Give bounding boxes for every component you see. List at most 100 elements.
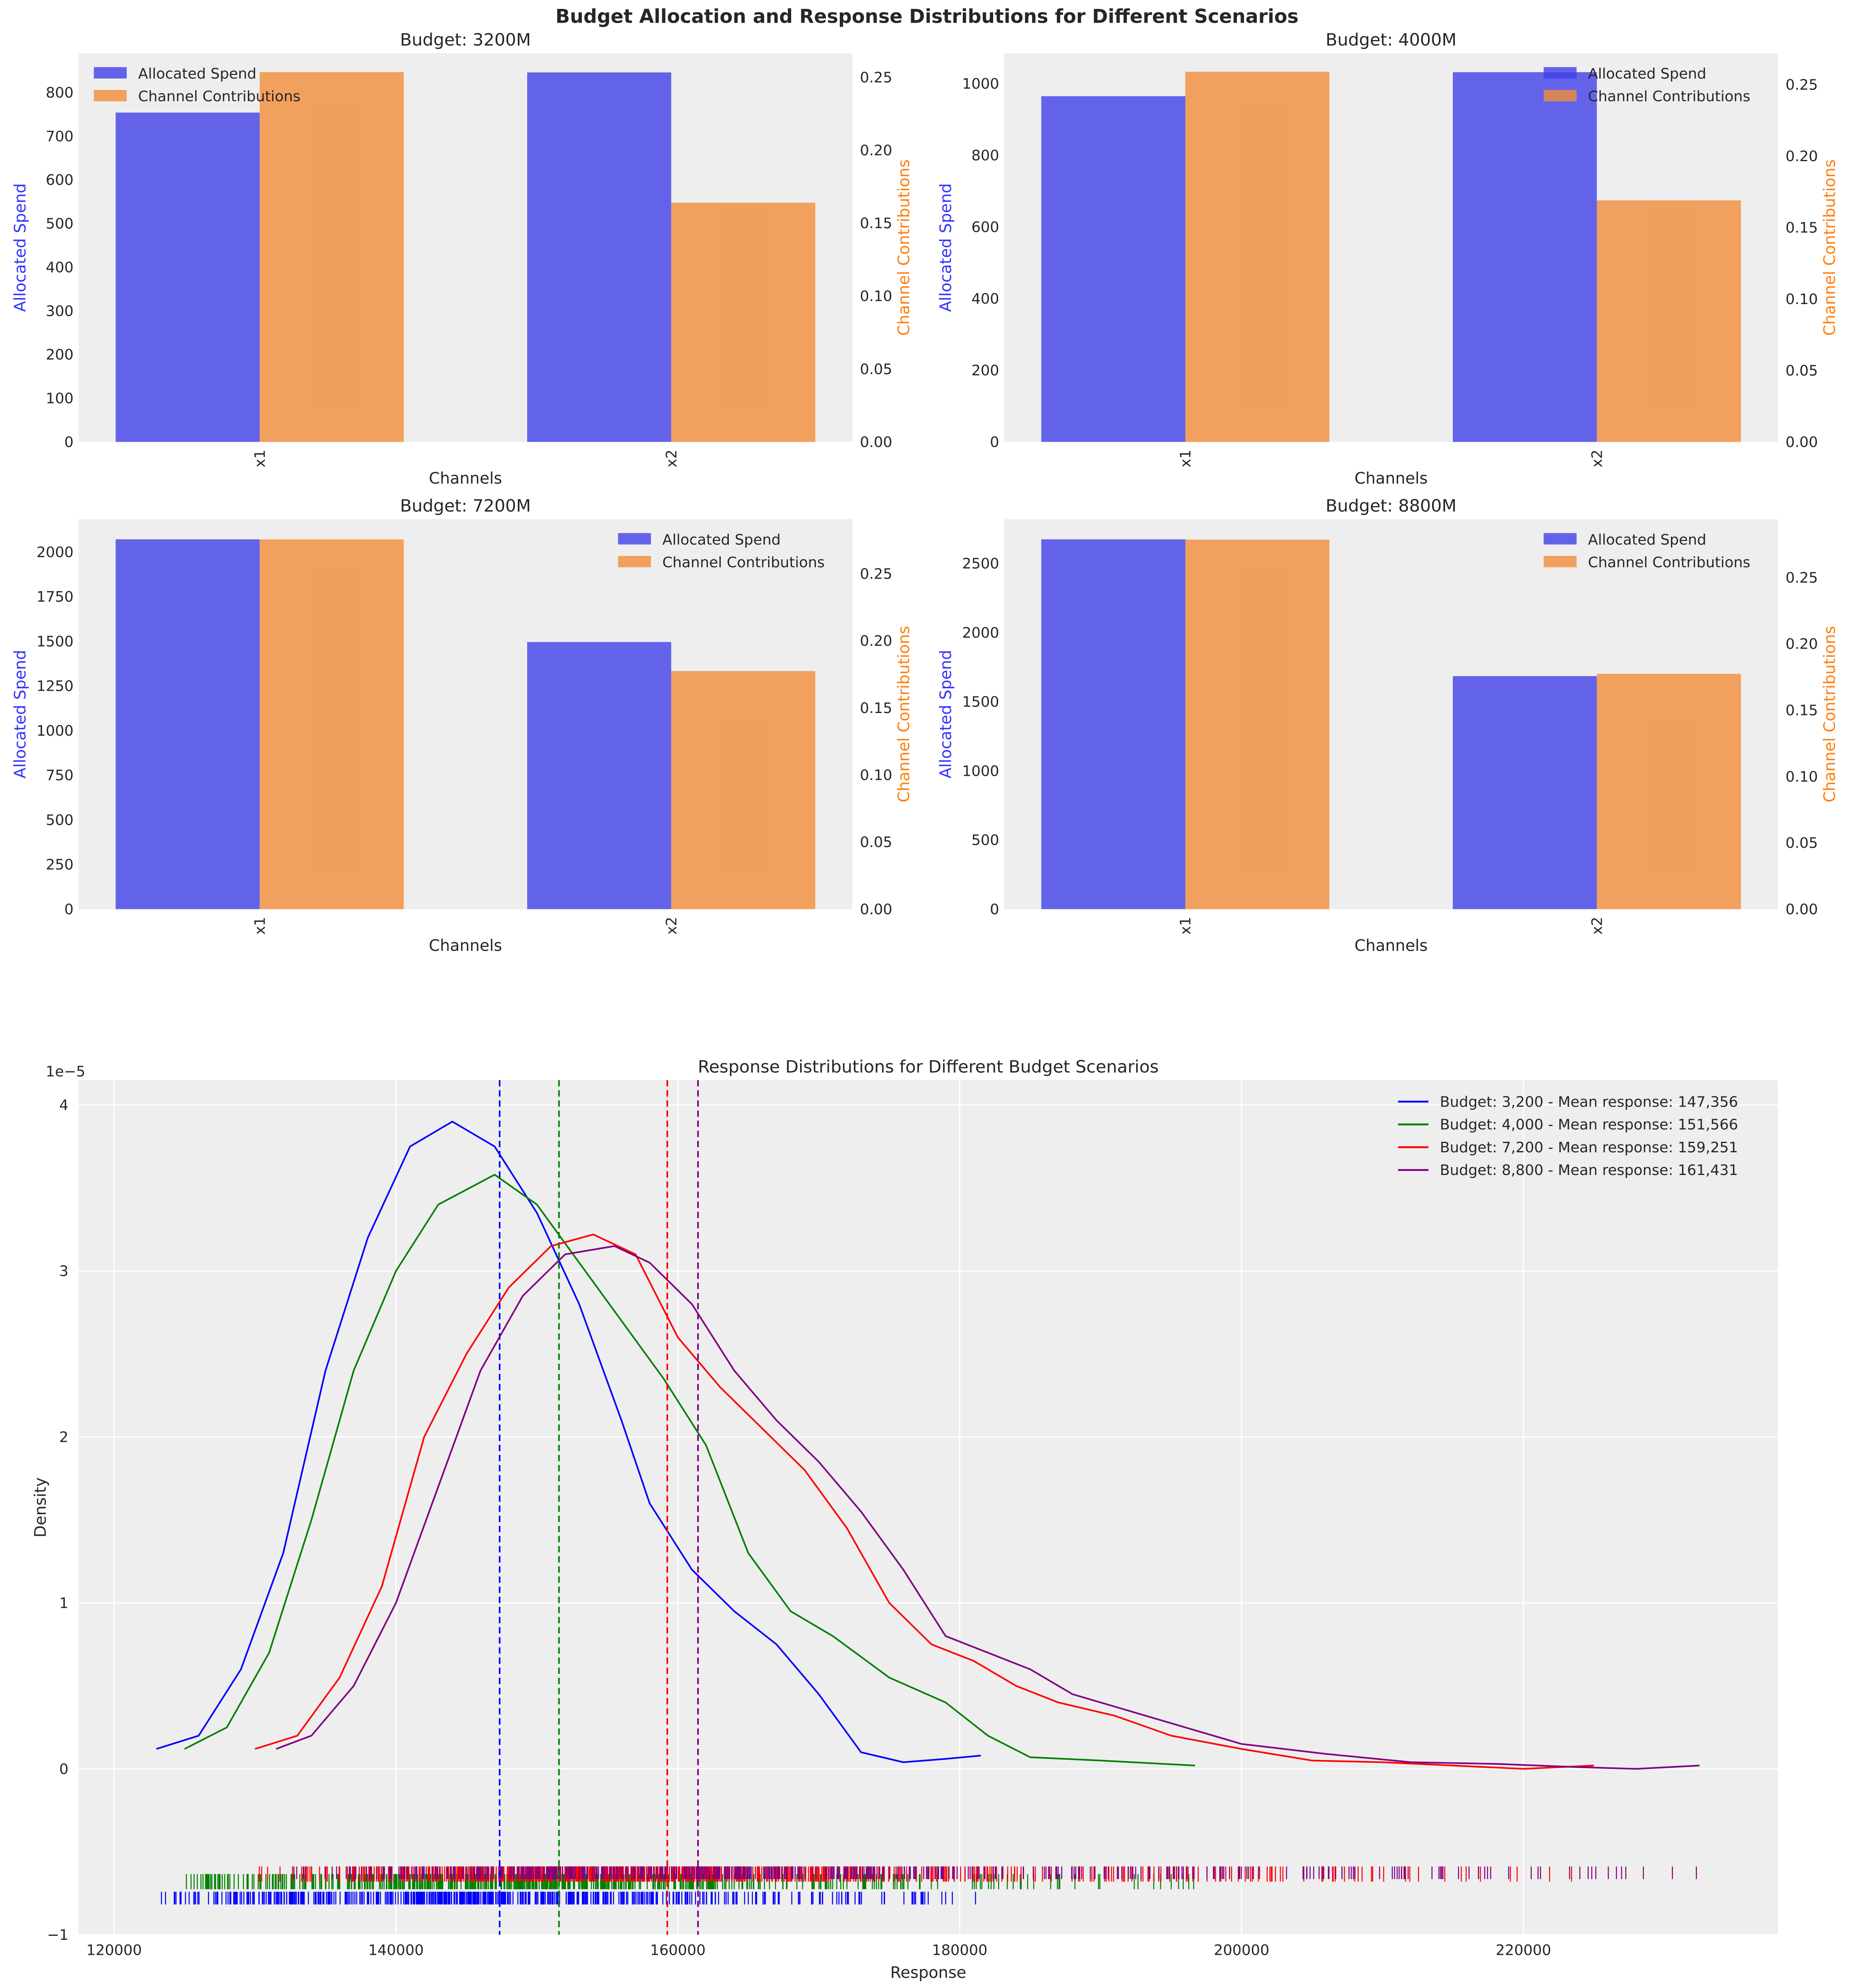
panel-title: Response Distributions for Different Bud…	[698, 1057, 1159, 1077]
y2-tick-label: 0.00	[860, 434, 892, 451]
y2-tick-label: 0.05	[1786, 362, 1818, 379]
bar-channel-contribution-x2	[671, 202, 815, 442]
legend-label: Budget: 8,800 - Mean response: 161,431	[1440, 1162, 1738, 1179]
rug-4	[293, 1866, 1697, 1879]
x-axis-label: Channels	[1354, 470, 1428, 488]
y2-tick-label: 0.25	[1786, 570, 1818, 586]
legend-label: Budget: 7,200 - Mean response: 159,251	[1440, 1139, 1738, 1156]
legend-label: Channel Contributions	[138, 88, 300, 105]
y-tick-label: 0	[64, 434, 74, 451]
bar-channel-contribution-x2	[1596, 674, 1741, 909]
y-axis-label: Allocated Spend	[937, 183, 955, 312]
y-tick-label: 200	[46, 347, 74, 363]
y-tick-label: 1	[59, 1595, 68, 1611]
y-tick-label: 500	[971, 832, 999, 849]
y2-tick-label: 0.15	[1786, 702, 1818, 719]
y2-tick-label: 0.15	[860, 215, 892, 232]
y2-axis-label: Channel Contributions	[1821, 626, 1839, 802]
x-tick-label: 160000	[650, 1942, 705, 1959]
y2-axis-label: Channel Contributions	[895, 626, 913, 802]
legend-swatch	[94, 90, 127, 102]
y2-tick-label: 0.15	[1786, 219, 1818, 236]
x-tick-label: 140000	[368, 1942, 424, 1959]
x-tick-label: x1	[1177, 917, 1194, 934]
y-tick-label: 1500	[36, 633, 74, 650]
y2-tick-label: 0.05	[860, 361, 892, 378]
legend-label: Channel Contributions	[1588, 554, 1750, 571]
bar-allocated-spend-x1	[1041, 539, 1186, 909]
y2-tick-label: 0.20	[860, 633, 892, 649]
y2-tick-label: 0.15	[860, 700, 892, 717]
legend-swatch	[1543, 556, 1577, 568]
y2-tick-label: 0.10	[1786, 768, 1818, 785]
y-tick-label: 0	[990, 434, 999, 451]
bar-channel-contribution-x1	[1185, 539, 1330, 909]
legend-swatch	[618, 533, 651, 545]
bar-allocated-spend-x1	[115, 113, 260, 442]
y-tick-label: 2000	[962, 625, 999, 641]
y-tick-label: 800	[46, 85, 74, 101]
bar-panel-2: Budget: 4000M 0 200 400 600 800 1000 0.00 0.05 0.…	[937, 30, 1839, 488]
figure-title: Budget Allocation and Response Distribut…	[556, 5, 1298, 28]
bar-allocated-spend-x1	[1041, 96, 1186, 442]
bar-channel-contribution-x1	[260, 72, 404, 442]
panel-title: Budget: 8800M	[1326, 496, 1456, 515]
y-tick-label: 3	[59, 1263, 68, 1280]
x-tick-label: x2	[1589, 449, 1605, 467]
y2-tick-label: 0.05	[1786, 835, 1818, 851]
x-tick-label: x1	[252, 917, 268, 934]
legend-swatch	[1543, 67, 1577, 79]
panel-title: Budget: 4000M	[1326, 30, 1456, 50]
y-tick-label: 1000	[962, 76, 999, 92]
legend-label: Allocated Spend	[662, 532, 781, 548]
y-tick-label: 200	[971, 362, 999, 379]
bar-allocated-spend-x2	[1453, 676, 1597, 909]
density-curve-2	[184, 1174, 1195, 1767]
legend-label: Allocated Spend	[1588, 532, 1706, 548]
y2-tick-label: 0.00	[1786, 434, 1818, 451]
y-scale-label: 1e−5	[46, 1063, 85, 1080]
y-axis-label: Density	[32, 1477, 50, 1538]
y-tick-label: 1000	[36, 723, 74, 739]
legend-label: Budget: 3,200 - Mean response: 147,356	[1440, 1094, 1738, 1110]
y-tick-label: 2500	[962, 556, 999, 572]
y-tick-label: 1750	[36, 589, 74, 605]
density-curve-3	[255, 1233, 1594, 1770]
panel-title: Budget: 7200M	[400, 496, 531, 515]
y-axis-label: Allocated Spend	[11, 183, 30, 312]
bar-channel-contribution-x1	[1185, 72, 1330, 442]
panel-title: Budget: 3200M	[400, 30, 531, 50]
y2-tick-label: 0.25	[860, 69, 892, 86]
x-axis-label: Channels	[429, 470, 502, 488]
plot-area	[79, 1080, 1778, 1935]
y2-tick-label: 0.05	[860, 834, 892, 851]
y2-tick-label: 0.20	[860, 142, 892, 159]
y-tick-label: 300	[46, 303, 74, 319]
y2-axis-label: Channel Contributions	[1821, 159, 1839, 336]
y2-tick-label: 0.10	[1786, 291, 1818, 308]
x-axis-label: Channels	[1354, 937, 1428, 955]
x-tick-label: 120000	[86, 1942, 142, 1959]
y-tick-label: 250	[46, 857, 74, 873]
y-tick-label: 800	[971, 147, 999, 164]
legend-swatch	[1543, 90, 1577, 102]
density-curve-4	[276, 1245, 1700, 1770]
y-tick-label: 0	[64, 901, 74, 918]
legend-label: Channel Contributions	[1588, 88, 1750, 105]
y2-tick-label: 0.25	[860, 566, 892, 582]
y-tick-label: 1250	[36, 678, 74, 695]
bar-allocated-spend-x1	[115, 539, 260, 909]
y-axis-label: Allocated Spend	[11, 650, 30, 779]
y-tick-label: 750	[46, 767, 74, 784]
y-tick-label: 1500	[962, 694, 999, 711]
y2-tick-label: 0.25	[1786, 77, 1818, 94]
x-tick-label: x2	[663, 449, 680, 467]
y2-tick-label: 0.20	[1786, 148, 1818, 165]
bar-channel-contribution-x2	[671, 671, 815, 909]
bar-channel-contribution-x1	[260, 539, 404, 909]
y-tick-label: 600	[971, 219, 999, 236]
y-tick-label: 400	[46, 259, 74, 276]
y-tick-label: 2000	[36, 544, 74, 561]
density-panel: 120000 140000 160000 180000 200000 220000 −1 0 1…	[32, 1057, 1778, 1982]
